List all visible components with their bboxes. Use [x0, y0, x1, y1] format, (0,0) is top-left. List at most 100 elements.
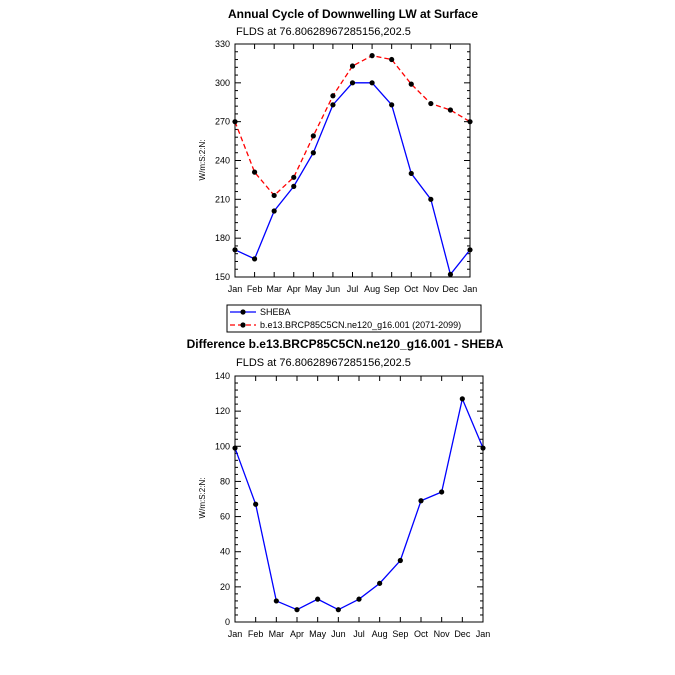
- legend-label-sheba: SHEBA: [260, 307, 291, 317]
- y-tick-label: 120: [215, 406, 230, 416]
- data-point: [377, 580, 383, 586]
- x-tick-label: Apr: [287, 284, 301, 294]
- y-tick-label: 140: [215, 371, 230, 381]
- y-tick-label: 240: [215, 156, 230, 166]
- data-point: [369, 80, 375, 86]
- data-point: [310, 150, 316, 156]
- x-tick-label: Feb: [248, 629, 264, 639]
- x-tick-label: Jul: [347, 284, 359, 294]
- data-point: [447, 107, 454, 113]
- legend-label-model: b.e13.BRCP85C5CN.ne120_g16.001 (2071-209…: [260, 320, 461, 330]
- data-point: [349, 63, 356, 69]
- series-line: [234, 54, 471, 197]
- x-tick-label: Jan: [476, 629, 491, 639]
- data-point: [251, 169, 258, 175]
- x-tick-label: Aug: [372, 629, 388, 639]
- data-point: [467, 119, 473, 125]
- x-tick-label: Apr: [290, 629, 304, 639]
- x-tick-label: Sep: [392, 629, 408, 639]
- data-point: [291, 183, 297, 189]
- data-point: [428, 196, 434, 202]
- data-point: [356, 596, 362, 602]
- x-tick-label: Jan: [228, 629, 243, 639]
- data-point: [389, 102, 395, 108]
- data-point: [232, 445, 238, 451]
- x-tick-label: Dec: [442, 284, 459, 294]
- x-tick-label: Jun: [326, 284, 341, 294]
- chart2-title: Difference b.e13.BRCP85C5CN.ne120_g16.00…: [187, 337, 504, 351]
- x-tick-label: May: [309, 629, 327, 639]
- data-point: [335, 607, 341, 613]
- legend-box: [226, 304, 482, 333]
- data-point: [459, 396, 465, 402]
- legend: SHEBA b.e13.BRCP85C5CN.ne120_g16.001 (20…: [226, 304, 482, 333]
- data-point: [310, 133, 316, 139]
- data-point: [439, 489, 445, 495]
- x-tick-label: Oct: [414, 629, 429, 639]
- data-point: [251, 256, 258, 262]
- x-tick-label: Mar: [266, 284, 282, 294]
- data-point: [369, 53, 375, 59]
- data-point: [330, 102, 336, 108]
- data-point: [273, 598, 279, 604]
- data-point: [397, 557, 403, 564]
- chart1-title: Annual Cycle of Downwelling LW at Surfac…: [228, 7, 478, 21]
- plot-frame: [234, 43, 471, 278]
- series-line: [234, 82, 471, 276]
- x-tick-label: Nov: [423, 284, 440, 294]
- chart2-subtitle: FLDS at 76.80628967285156,202.5: [236, 357, 411, 369]
- data-point: [291, 174, 297, 180]
- chart2-ylabel: W/m:S:2:N:: [198, 478, 207, 519]
- y-tick-label: 270: [215, 117, 230, 127]
- data-point: [271, 192, 277, 199]
- data-point: [418, 498, 424, 504]
- y-tick-label: 40: [220, 547, 230, 557]
- data-point: [349, 80, 356, 86]
- chart1-subtitle: FLDS at 76.80628967285156,202.5: [236, 26, 411, 38]
- data-point: [480, 445, 486, 451]
- x-tick-label: Feb: [247, 284, 263, 294]
- x-tick-label: Nov: [434, 629, 451, 639]
- y-tick-label: 210: [215, 194, 230, 204]
- data-point: [408, 81, 414, 87]
- y-tick-label: 300: [215, 78, 230, 88]
- data-point: [408, 170, 414, 177]
- x-tick-label: Sep: [384, 284, 400, 294]
- data-point: [232, 119, 238, 125]
- data-point: [428, 100, 434, 107]
- y-tick-label: 20: [220, 582, 230, 592]
- data-point: [253, 501, 259, 507]
- legend-marker-sheba: [240, 309, 246, 315]
- series-line: [234, 396, 484, 611]
- y-tick-label: 150: [215, 272, 230, 282]
- x-tick-label: Dec: [454, 629, 471, 639]
- y-tick-label: 0: [225, 617, 230, 627]
- chart-difference: Difference b.e13.BRCP85C5CN.ne120_g16.00…: [187, 337, 504, 639]
- data-point: [447, 271, 454, 278]
- y-tick-label: 330: [215, 39, 230, 49]
- chart-annual-cycle: Annual Cycle of Downwelling LW at Surfac…: [198, 7, 478, 294]
- plot-frame: [234, 375, 484, 623]
- y-tick-label: 180: [215, 233, 230, 243]
- data-point: [232, 247, 238, 253]
- x-tick-label: Oct: [404, 284, 419, 294]
- data-point: [294, 607, 300, 613]
- x-tick-label: Mar: [269, 629, 285, 639]
- x-tick-label: Jan: [228, 284, 243, 294]
- data-point: [330, 93, 336, 99]
- chart1-ylabel: W/m:S:2:N:: [198, 140, 207, 181]
- x-tick-label: Aug: [364, 284, 380, 294]
- data-point: [467, 247, 473, 253]
- y-tick-label: 60: [220, 512, 230, 522]
- y-tick-label: 80: [220, 476, 230, 486]
- x-tick-label: Jul: [353, 629, 365, 639]
- data-point: [271, 208, 277, 214]
- y-tick-label: 100: [215, 441, 230, 451]
- data-point: [389, 56, 395, 63]
- data-point: [315, 596, 321, 602]
- x-tick-label: May: [305, 284, 323, 294]
- x-tick-label: Jun: [331, 629, 346, 639]
- x-tick-label: Jan: [463, 284, 478, 294]
- legend-marker-model: [240, 322, 246, 328]
